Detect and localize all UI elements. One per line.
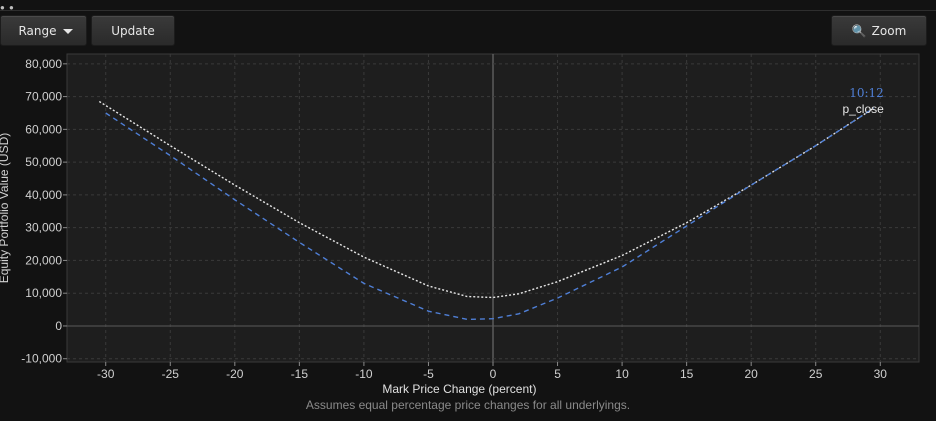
x-tick-label: -15 — [291, 367, 309, 381]
x-tick-label: -25 — [162, 367, 180, 381]
zoom-button-label: Zoom — [871, 23, 907, 38]
zoom-button[interactable]: 🔍 Zoom — [831, 15, 927, 46]
y-tick-label: 50,000 — [25, 155, 62, 169]
x-tick-label: 15 — [680, 367, 694, 381]
series-line-0 — [98, 100, 875, 299]
series-labels: 10:12 p_close — [842, 86, 884, 116]
update-button[interactable]: Update — [91, 15, 175, 46]
x-tick-label: 10 — [615, 367, 629, 381]
y-axis-label: Equity Portfolio Value (USD) — [0, 133, 11, 284]
x-tick-label: -10 — [355, 367, 373, 381]
x-tick-label: 30 — [874, 367, 888, 381]
x-tick-label: 20 — [745, 367, 759, 381]
update-button-label: Update — [111, 23, 155, 38]
series-label-p-close: p_close — [842, 102, 884, 116]
toolbar-divider — [0, 10, 936, 11]
caret-down-icon — [62, 28, 73, 34]
axes: -30 -25 -20 -15 -10 -5 0 5 10 15 20 25 30 -10,000 0 10,… — [21, 57, 887, 381]
cut-off-heading — [0, 413, 936, 421]
grid — [67, 54, 919, 362]
range-button-label: Range — [18, 23, 57, 38]
x-tick-label: -20 — [226, 367, 244, 381]
y-tick-label: 60,000 — [25, 122, 62, 136]
y-tick-label: -10,000 — [21, 352, 62, 366]
series-line-1 — [105, 107, 875, 321]
x-tick-label: -30 — [97, 367, 115, 381]
y-tick-label: 70,000 — [25, 90, 62, 104]
series-layer — [98, 100, 875, 321]
x-tick-label: 25 — [809, 367, 823, 381]
chart-footnote: Assumes equal percentage price changes f… — [305, 398, 631, 412]
y-tick-label: 40,000 — [25, 188, 62, 202]
y-tick-label: 20,000 — [25, 253, 62, 267]
range-dropdown-button[interactable]: Range — [0, 15, 87, 46]
window-dots-icon[interactable]: ● ● — [0, 3, 15, 12]
y-tick-label: 10,000 — [25, 286, 62, 300]
x-axis-label: Mark Price Change (percent) — [382, 382, 536, 396]
y-tick-label: 80,000 — [25, 57, 62, 71]
x-tick-label: -5 — [423, 367, 434, 381]
y-tick-label: 0 — [55, 319, 62, 333]
y-tick-label: 30,000 — [25, 221, 62, 235]
magnifier-icon: 🔍 — [851, 23, 867, 38]
series-label-time: 10:12 — [849, 86, 884, 100]
x-tick-label: 5 — [554, 367, 561, 381]
x-tick-label: 0 — [490, 367, 497, 381]
